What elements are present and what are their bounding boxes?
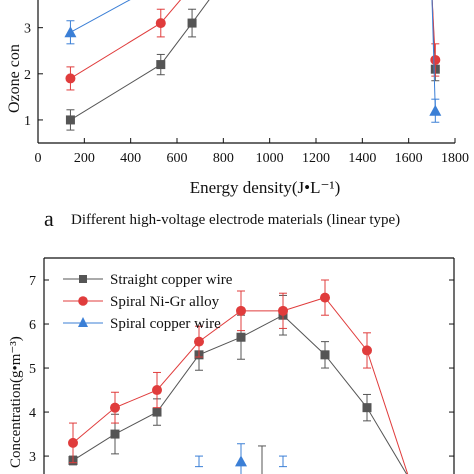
marker-circle: [320, 292, 330, 303]
chart-a-x-label: Energy density(J•L⁻¹): [190, 178, 341, 197]
marker-circle: [194, 336, 204, 347]
x-tick-label: 1600: [395, 151, 423, 166]
y-tick-label: 7: [29, 274, 36, 289]
y-tick-label: 4: [29, 406, 36, 421]
legend-swatch-circle: [78, 296, 88, 306]
legend-label: Spiral copper wire: [110, 316, 221, 332]
marker-triangle: [64, 26, 77, 38]
marker-square: [320, 350, 330, 360]
series-line: [70, 0, 436, 111]
marker-circle: [362, 345, 372, 356]
x-tick-label: 200: [74, 151, 95, 166]
marker-square: [362, 403, 372, 413]
marker-circle: [152, 385, 162, 396]
marker-square: [187, 18, 197, 28]
y-tick-label: 3: [24, 22, 31, 37]
chart-a-caption-letter: a: [44, 206, 54, 231]
legend-item-straight-copper-wire: Straight copper wire: [63, 272, 233, 288]
chart-a-y-label: Ozone con: [6, 44, 23, 113]
x-tick-label: 0: [35, 151, 42, 166]
legend-item-spiral-copper-wire: Spiral copper wire: [63, 316, 221, 332]
marker-triangle: [235, 455, 247, 467]
chart-b-marks: [68, 279, 409, 474]
legend-label: Straight copper wire: [110, 272, 233, 288]
marker-circle: [236, 305, 246, 316]
marker-triangle: [429, 104, 442, 116]
y-tick-label: 6: [29, 318, 36, 333]
marker-circle: [68, 437, 78, 448]
marker-square: [65, 115, 75, 125]
legend-swatch-triangle: [78, 317, 88, 327]
x-tick-label: 1200: [302, 151, 330, 166]
x-tick-label: 1000: [256, 151, 284, 166]
x-tick-label: 400: [120, 151, 141, 166]
x-tick-label: 600: [167, 151, 188, 166]
chart-b: 3 4 5 6 7 Concentration(g•m⁻³) Straight copp…: [8, 257, 455, 474]
marker-square: [152, 407, 162, 417]
chart-a-marks: [64, 0, 442, 131]
x-tick-label: 1400: [348, 151, 376, 166]
legend-swatch-square: [79, 275, 87, 283]
marker-circle: [430, 54, 441, 65]
chart-b-y-ticks: 3 4 5 6 7: [29, 274, 454, 465]
marker-circle: [278, 305, 288, 316]
series-line: [70, 0, 436, 121]
marker-square: [110, 429, 120, 439]
marker-circle: [65, 73, 76, 84]
marker-square: [156, 60, 166, 70]
marker-circle: [155, 18, 166, 29]
series-line: [70, 0, 436, 79]
y-tick-label: 3: [29, 450, 36, 465]
marker-circle: [110, 402, 120, 413]
marker-square: [236, 332, 246, 342]
legend-item-spiral-ni-gr-alloy: Spiral Ni-Gr alloy: [63, 294, 220, 310]
y-tick-label: 5: [29, 362, 36, 377]
y-tick-label: 2: [24, 68, 31, 83]
x-tick-label: 1800: [441, 151, 469, 166]
chart-a-x-ticks: 0 200 400 600 800 1000 1200 1400 1600 1800: [35, 138, 469, 166]
chart-a-y-ticks: 1 2 3: [24, 22, 43, 129]
y-tick-label: 1: [24, 114, 31, 129]
chart-b-y-label: Concentration(g•m⁻³): [8, 336, 24, 468]
chart-a: 0 200 400 600 800 1000 1200 1400 1600 1800 1 2 3 Oz…: [6, 0, 469, 231]
x-tick-label: 800: [213, 151, 234, 166]
legend-label: Spiral Ni-Gr alloy: [110, 294, 220, 310]
chart-b-legend: Straight copper wire Spiral Ni-Gr alloy …: [63, 272, 233, 332]
chart-a-caption: Different high-voltage electrode materia…: [71, 212, 400, 228]
